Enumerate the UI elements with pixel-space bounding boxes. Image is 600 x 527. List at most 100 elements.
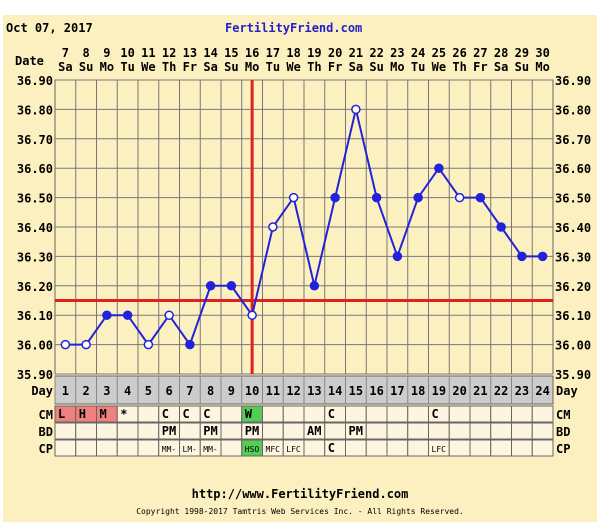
day-label-right: Day	[556, 384, 578, 398]
cell	[116, 439, 139, 457]
y-tick-right: 36.20	[555, 280, 591, 294]
site-title: FertilityFriend.com	[225, 21, 362, 35]
date-tick: 19	[307, 46, 321, 60]
row-label-left: CM	[39, 408, 53, 422]
date-tick: 20	[328, 46, 342, 60]
cell	[531, 405, 554, 423]
day-number: 24	[535, 384, 549, 398]
cell-value: MM-	[203, 445, 217, 454]
cell	[365, 405, 388, 423]
day-number: 11	[266, 384, 280, 398]
cell-value: AM	[307, 424, 321, 438]
weekday-tick: Tu	[120, 60, 134, 74]
temperature-point	[475, 192, 486, 203]
row-label-right: BD	[556, 425, 570, 439]
weekday-tick: Su	[369, 60, 383, 74]
temperature-point	[122, 310, 133, 320]
date-tick: 25	[432, 46, 446, 60]
date-tick: 29	[515, 46, 529, 60]
y-tick-left: 36.00	[17, 339, 53, 353]
cell-value: HSO	[245, 445, 260, 454]
cell	[469, 422, 492, 440]
cell	[490, 439, 512, 457]
cell-value: MM-	[162, 445, 176, 454]
day-number: 18	[411, 384, 425, 398]
fertility-chart: Oct 07, 2017 FertilityFriend.com Date 7 Sa 8 S…	[3, 15, 597, 522]
y-tick-right: 36.00	[555, 339, 591, 353]
day-number: 9	[228, 384, 235, 398]
temperature-point	[434, 163, 444, 173]
day-number: 16	[369, 384, 383, 398]
cell	[54, 439, 77, 457]
day-label-left: Day	[31, 384, 53, 398]
y-tick-left: 36.20	[17, 280, 53, 294]
temperature-point	[371, 192, 382, 203]
cell	[220, 439, 243, 457]
cell	[469, 439, 492, 457]
day-number: 8	[207, 384, 214, 398]
date-tick: 13	[183, 46, 197, 60]
date-tick: 24	[411, 46, 425, 60]
cell	[179, 422, 201, 440]
cell-value: MFC	[266, 445, 281, 454]
cell	[137, 439, 160, 457]
cell	[531, 439, 554, 457]
cell	[96, 439, 118, 457]
cell	[365, 422, 388, 440]
cell	[511, 422, 533, 440]
cell	[262, 422, 284, 440]
cell	[469, 405, 492, 423]
day-number: 13	[307, 384, 321, 398]
cell	[345, 439, 367, 457]
cell	[282, 422, 305, 440]
day-number: 19	[432, 384, 446, 398]
row-label-left: BD	[39, 425, 53, 439]
cell	[531, 422, 554, 440]
weekday-tick: We	[286, 60, 300, 74]
weekday-tick: Th	[162, 60, 176, 74]
date-tick: 12	[162, 46, 176, 60]
row-label-right: CM	[556, 408, 570, 422]
temperature-point	[143, 339, 154, 350]
y-tick-right: 36.70	[555, 133, 591, 147]
weekday-tick: Th	[452, 60, 466, 74]
chart-svg: Oct 07, 2017 FertilityFriend.comDate7Sa8S…	[6, 21, 591, 516]
temperature-point	[496, 222, 506, 232]
y-tick-left: 36.70	[17, 133, 53, 147]
cell	[511, 405, 533, 423]
day-number: 10	[245, 384, 259, 398]
weekday-tick: Fr	[183, 60, 197, 74]
cell-value: H	[79, 407, 86, 421]
cell	[386, 422, 409, 440]
cell	[303, 439, 326, 457]
weekday-tick: Sa	[58, 60, 72, 74]
temperature-point	[102, 310, 112, 320]
temperature-point	[309, 281, 320, 291]
date-tick: 16	[245, 46, 259, 60]
temperature-point	[537, 251, 548, 262]
y-tick-left: 35.90	[17, 368, 53, 382]
day-number: 20	[452, 384, 466, 398]
cell	[386, 439, 409, 457]
cell	[220, 422, 243, 440]
y-tick-right: 36.80	[555, 103, 591, 117]
date-tick: 22	[369, 46, 383, 60]
cell-value: L	[58, 407, 65, 421]
weekday-tick: Su	[79, 60, 93, 74]
cell	[448, 405, 471, 423]
cell-value: PM	[245, 424, 259, 438]
weekday-tick: Tu	[411, 60, 425, 74]
cell-value: *	[120, 407, 127, 421]
temperature-point	[247, 310, 257, 320]
cell-value: C	[162, 407, 169, 421]
cell	[116, 422, 139, 440]
cell	[96, 422, 118, 440]
weekday-tick: Fr	[328, 60, 342, 74]
day-number: 21	[473, 384, 487, 398]
cell	[137, 405, 160, 423]
date-tick: 30	[535, 46, 549, 60]
day-number: 6	[166, 384, 173, 398]
cell	[54, 422, 77, 440]
y-tick-left: 36.30	[17, 250, 53, 264]
cell	[490, 405, 512, 423]
